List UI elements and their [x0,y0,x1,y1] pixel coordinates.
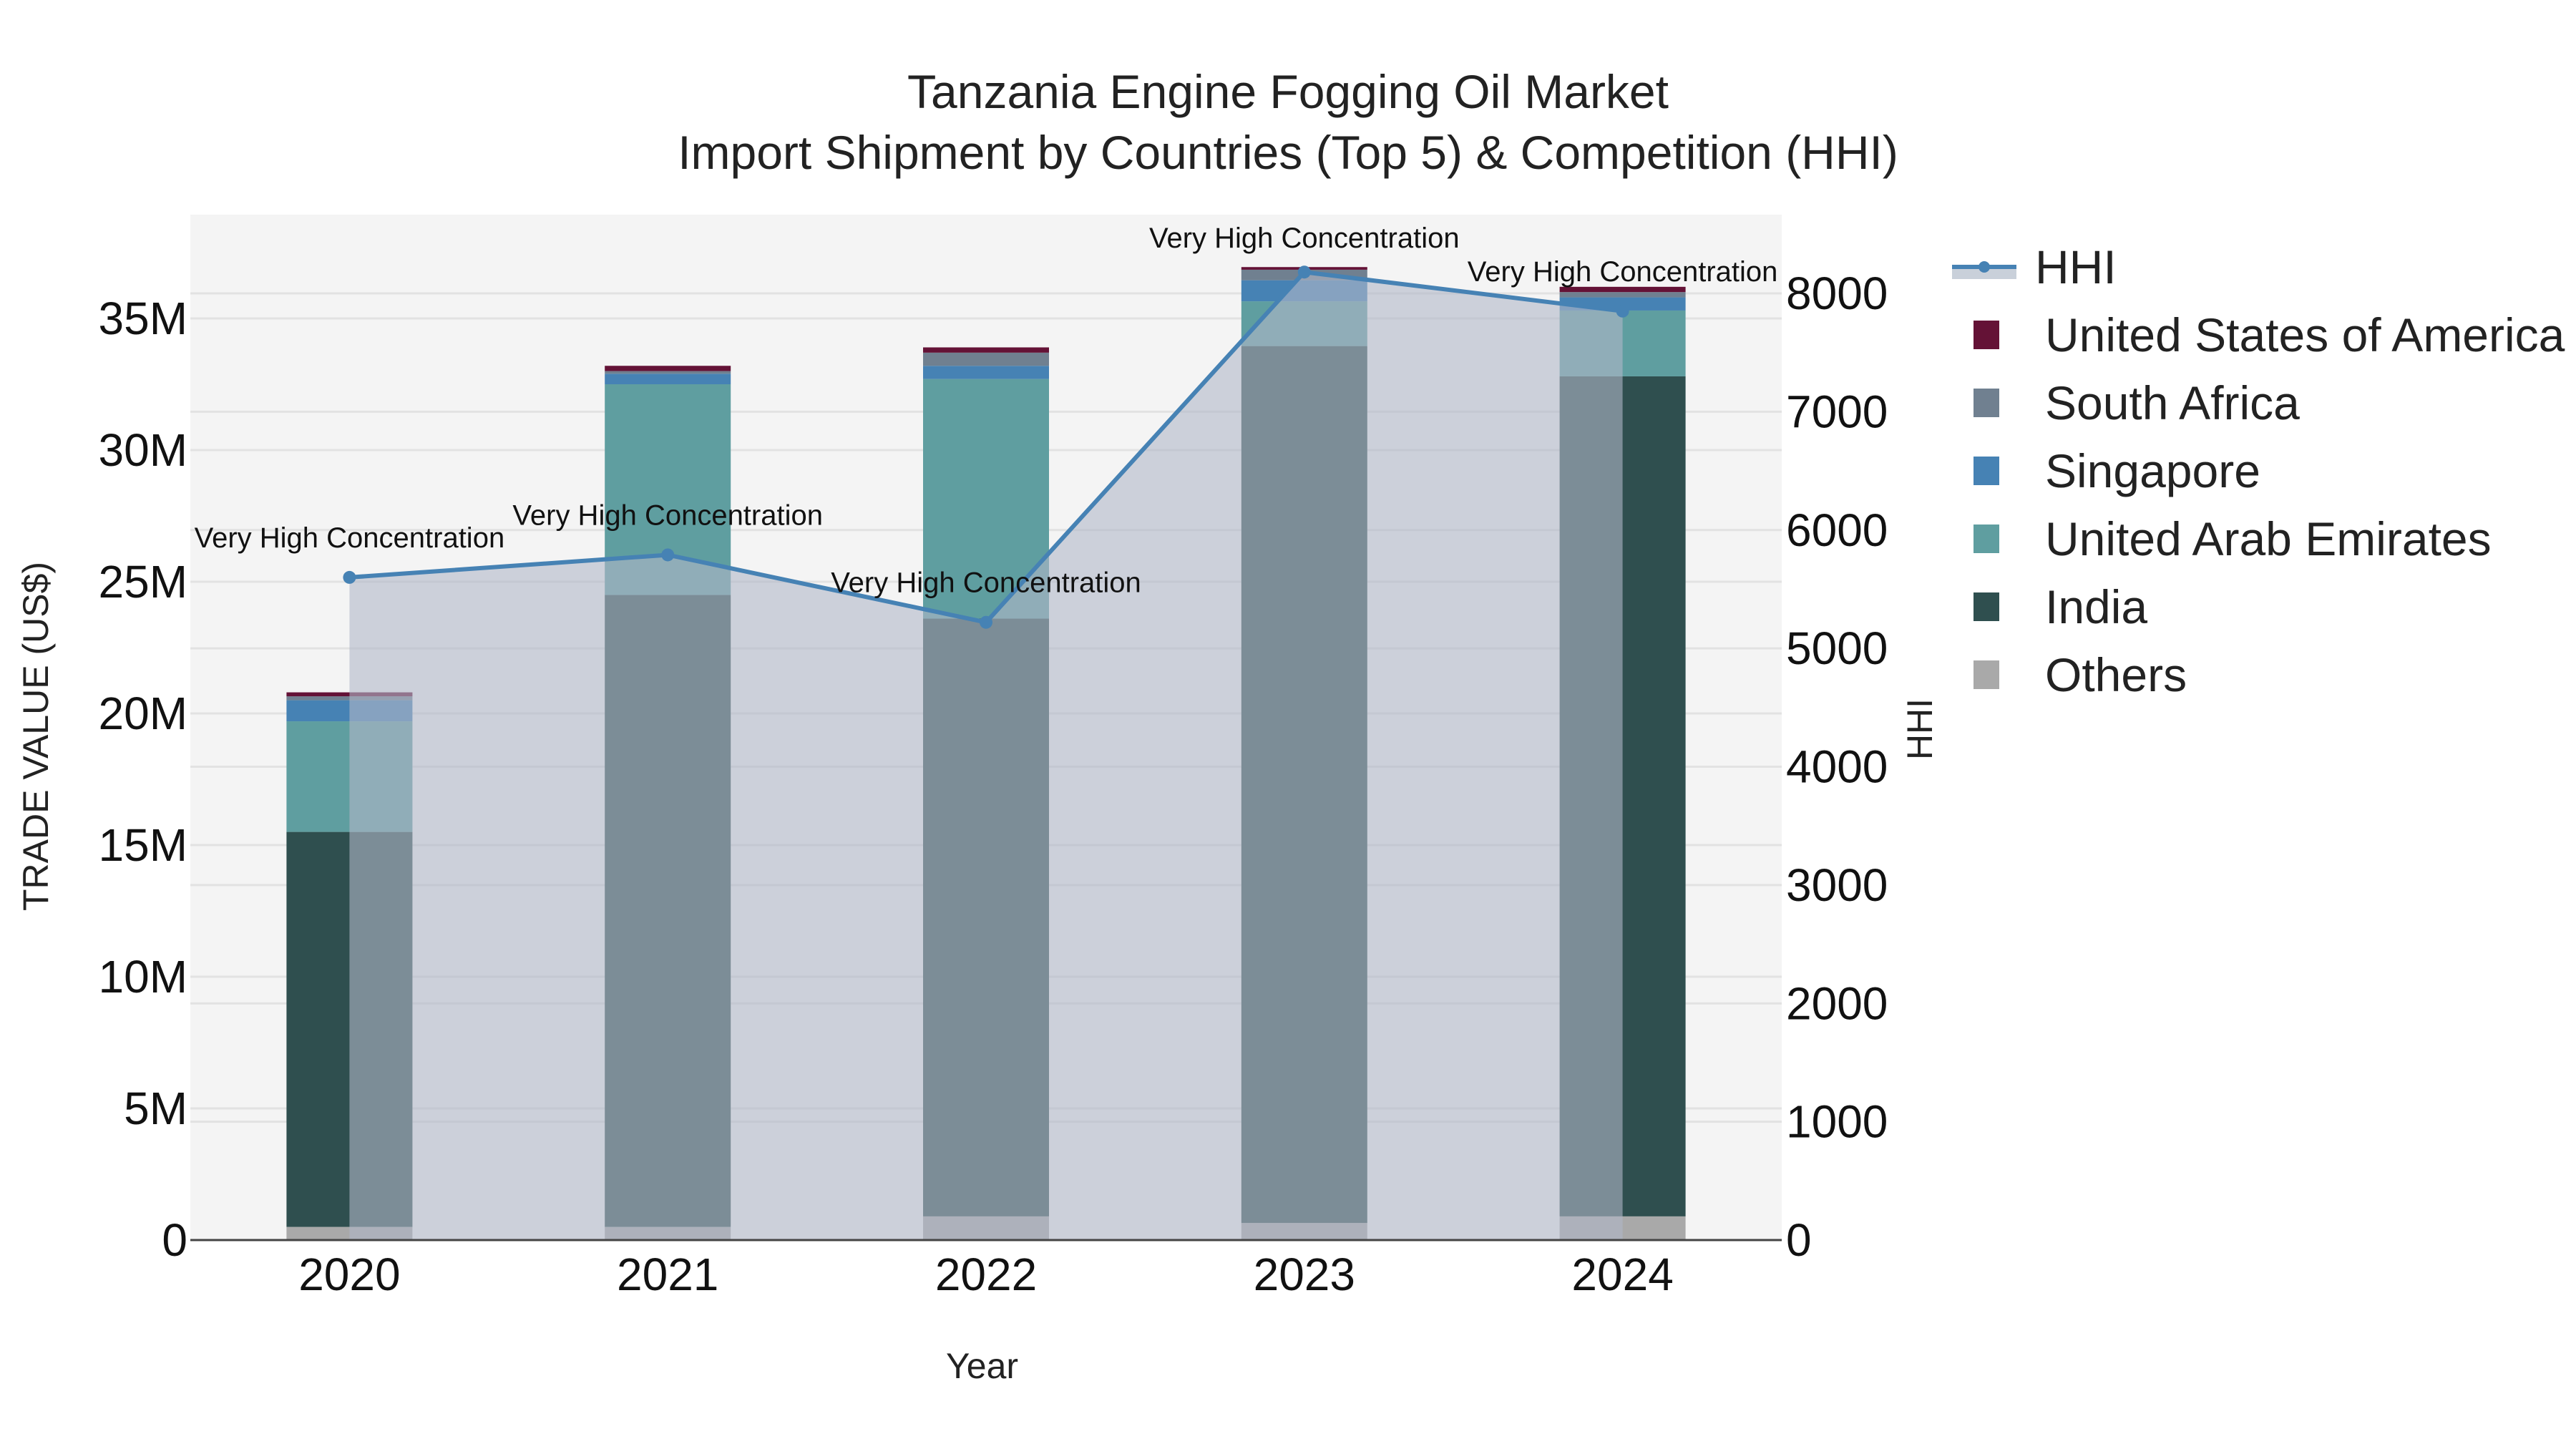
legend-item-uae[interactable]: United Arab Emirates [1946,504,2565,572]
legend-label: Others [2045,648,2187,701]
legend-item-south-africa[interactable]: South Africa [1946,369,2565,436]
bar-segment[interactable] [605,366,731,371]
y2-tick-label: 0 [1786,1214,1812,1266]
y-axis-title: TRADE VALUE (US$) [16,561,56,912]
chart-title-line1: Tanzania Engine Fogging Oil Market [907,65,1669,118]
square-icon [1974,456,1999,485]
y2-tick-label: 1000 [1786,1096,1888,1148]
y2-tick-label: 3000 [1786,859,1888,911]
bar-segment[interactable] [923,347,1049,353]
y2-tick-label: 6000 [1786,504,1888,556]
bar-segment[interactable] [1559,292,1686,298]
legend-item-others[interactable]: Others [1946,640,2565,708]
y2-tick-label: 8000 [1786,268,1888,319]
x-tick-label: 2024 [1571,1249,1673,1300]
y2-axis-title: HHI [1900,698,1941,761]
legend-label: United States of America [2045,308,2565,361]
y-tick-label: 20M [99,688,188,739]
legend-label: Singapore [2045,444,2260,497]
x-tick-label: 2022 [935,1249,1037,1300]
hhi-annotation: Very High Concentration [1149,223,1460,254]
bar-segment[interactable] [605,371,731,374]
y-tick-label: 30M [99,424,188,476]
hhi-marker[interactable] [1297,265,1311,279]
y-tick-label: 25M [99,556,188,608]
hhi-annotation: Very High Concentration [195,522,505,554]
hhi-annotation: Very High Concentration [831,567,1141,599]
legend-label: South Africa [2045,376,2300,429]
bar-segment[interactable] [605,374,731,384]
legend-item-hhi[interactable]: HHI [1946,233,2565,301]
square-icon [1974,660,1999,689]
x-axis-title: Year [946,1346,1019,1386]
line-marker-icon [1952,256,2016,279]
hhi-marker[interactable] [980,615,992,629]
y2-tick-label: 2000 [1786,977,1888,1029]
hhi-annotation: Very High Concentration [512,499,823,531]
y-tick-label: 0 [162,1214,187,1266]
hhi-marker[interactable] [661,548,675,562]
y2-tick-label: 4000 [1786,741,1888,793]
square-icon [1974,524,1999,553]
bar-segment[interactable] [1559,286,1686,293]
hhi-marker[interactable] [1616,304,1629,318]
y-tick-label: 10M [99,951,188,1002]
hhi-annotation: Very High Concentration [1468,256,1778,288]
x-tick-label: 2020 [298,1249,400,1300]
square-icon [1974,592,1999,621]
bar-segment[interactable] [923,352,1049,366]
y2-tick-label: 5000 [1786,623,1888,674]
x-tick-label: 2021 [617,1249,718,1300]
legend-item-india[interactable]: India [1946,572,2565,640]
legend-item-singapore[interactable]: Singapore [1946,436,2565,504]
y-tick-label: 15M [99,819,188,871]
hhi-area [349,272,1623,1240]
y-tick-label: 5M [124,1083,187,1134]
bar-segment[interactable] [923,366,1049,379]
square-icon [1974,388,1999,417]
square-icon [1974,320,1999,349]
x-tick-label: 2023 [1254,1249,1355,1300]
hhi-marker[interactable] [343,570,356,584]
legend-label: United Arab Emirates [2045,512,2492,565]
legend-label: HHI [2035,240,2117,293]
legend-label: India [2045,580,2148,633]
y-tick-label: 35M [99,293,188,344]
chart-title-line2: Import Shipment by Countries (Top 5) & C… [678,126,1898,179]
legend-item-usa[interactable]: United States of America [1946,301,2565,369]
legend: HHI United States of America South Afric… [1946,233,2565,708]
y2-tick-label: 7000 [1786,386,1888,437]
